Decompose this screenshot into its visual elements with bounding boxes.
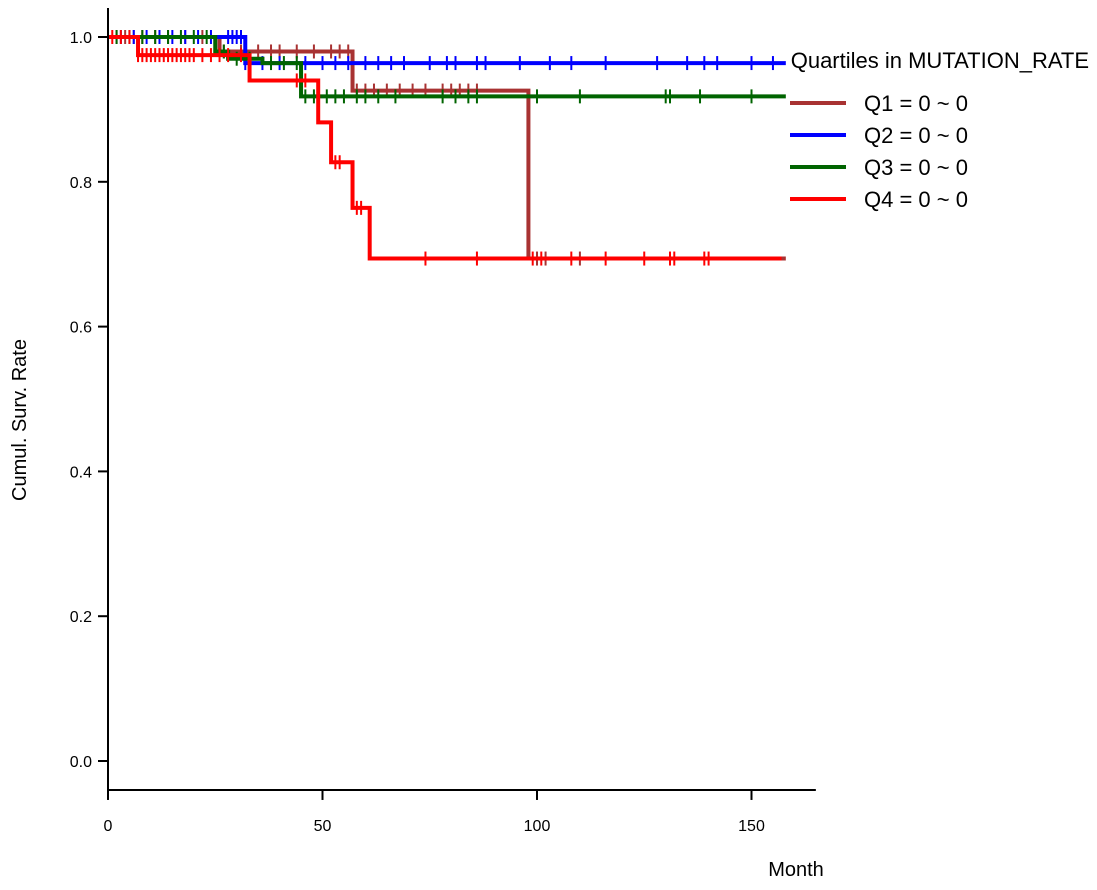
y-tick-label: 0.6 <box>70 320 92 337</box>
y-tick-label: 0.0 <box>70 754 92 771</box>
y-axis-label: Cumul. Surv. Rate <box>9 339 31 501</box>
legend-label: Q4 = 0 ~ 0 <box>864 187 968 212</box>
legend-items: Q1 = 0 ~ 0 Q2 = 0 ~ 0 Q3 = 0 ~ 0 Q4 = 0 ~ 0 <box>790 91 968 212</box>
legend-label: Q2 = 0 ~ 0 <box>864 123 968 148</box>
y-tick-label: 0.2 <box>70 609 92 626</box>
x-axis-label: Month <box>768 859 824 881</box>
survival-curve <box>108 35 786 261</box>
y-tick-label: 0.4 <box>70 464 92 481</box>
x-ticks: 0 50 100 150 <box>104 789 765 835</box>
legend-label: Q3 = 0 ~ 0 <box>864 155 968 180</box>
x-tick-label: 100 <box>524 818 551 835</box>
axes <box>107 8 816 791</box>
x-tick-label: 50 <box>314 818 332 835</box>
y-tick-label: 0.8 <box>70 175 92 192</box>
y-ticks: 0.0 0.2 0.4 0.6 0.8 1.0 <box>70 30 108 771</box>
legend-label: Q1 = 0 ~ 0 <box>864 91 968 116</box>
x-tick-label: 150 <box>738 818 765 835</box>
survival-curve <box>108 35 782 261</box>
plot-area <box>108 30 786 266</box>
y-tick-label: 1.0 <box>70 30 92 47</box>
x-tick-label: 0 <box>104 818 113 835</box>
legend-title: Quartiles in MUTATION_RATE <box>791 48 1089 73</box>
legend: Quartiles in MUTATION_RATE Q1 = 0 ~ 0 Q2 … <box>790 48 1089 212</box>
